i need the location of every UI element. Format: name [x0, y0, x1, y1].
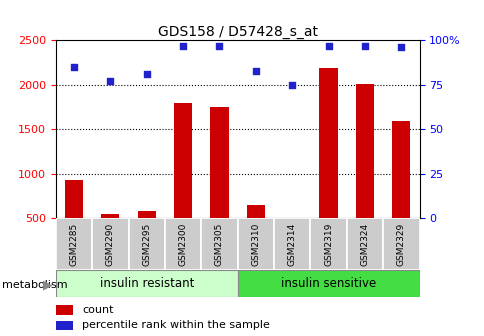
Point: [360, 43, 368, 48]
Bar: [210, 107, 228, 263]
Text: GSM2300: GSM2300: [178, 223, 187, 266]
Text: GSM2319: GSM2319: [323, 223, 333, 266]
Text: GSM2310: GSM2310: [251, 223, 260, 266]
Text: insulin sensitive: insulin sensitive: [280, 278, 376, 290]
Bar: [101, 213, 119, 263]
Bar: [56, 270, 237, 297]
Bar: [56, 218, 92, 270]
Text: GSM2290: GSM2290: [106, 223, 115, 266]
Bar: [201, 218, 237, 270]
Text: metabolism: metabolism: [2, 280, 68, 290]
Point: [106, 79, 114, 84]
Point: [179, 43, 186, 48]
Bar: [237, 218, 273, 270]
Point: [287, 82, 295, 88]
Bar: [346, 218, 382, 270]
Text: GSM2324: GSM2324: [360, 223, 369, 266]
Text: GSM2314: GSM2314: [287, 223, 296, 266]
Bar: [273, 218, 310, 270]
Text: insulin resistant: insulin resistant: [99, 278, 194, 290]
Text: GSM2295: GSM2295: [142, 223, 151, 266]
Bar: [56, 305, 73, 315]
Text: percentile rank within the sample: percentile rank within the sample: [82, 321, 269, 330]
Bar: [319, 68, 337, 263]
Text: GSM2285: GSM2285: [69, 223, 78, 266]
Point: [70, 65, 77, 70]
Point: [142, 72, 150, 77]
Bar: [174, 103, 192, 263]
Bar: [237, 270, 419, 297]
Bar: [137, 211, 155, 263]
Bar: [283, 217, 301, 263]
Bar: [392, 121, 409, 263]
Point: [252, 68, 259, 73]
Title: GDS158 / D57428_s_at: GDS158 / D57428_s_at: [157, 25, 317, 39]
Bar: [246, 205, 264, 263]
Text: GSM2305: GSM2305: [214, 223, 224, 266]
Bar: [92, 218, 128, 270]
Text: GSM2329: GSM2329: [396, 223, 405, 266]
Bar: [65, 180, 83, 263]
Bar: [128, 218, 165, 270]
Text: ▶: ▶: [43, 279, 52, 291]
Point: [215, 43, 223, 48]
Point: [324, 43, 332, 48]
Point: [396, 45, 404, 50]
Bar: [355, 84, 373, 263]
Bar: [310, 218, 346, 270]
Bar: [382, 218, 419, 270]
Text: count: count: [82, 305, 113, 315]
Bar: [165, 218, 201, 270]
Bar: [56, 321, 73, 330]
